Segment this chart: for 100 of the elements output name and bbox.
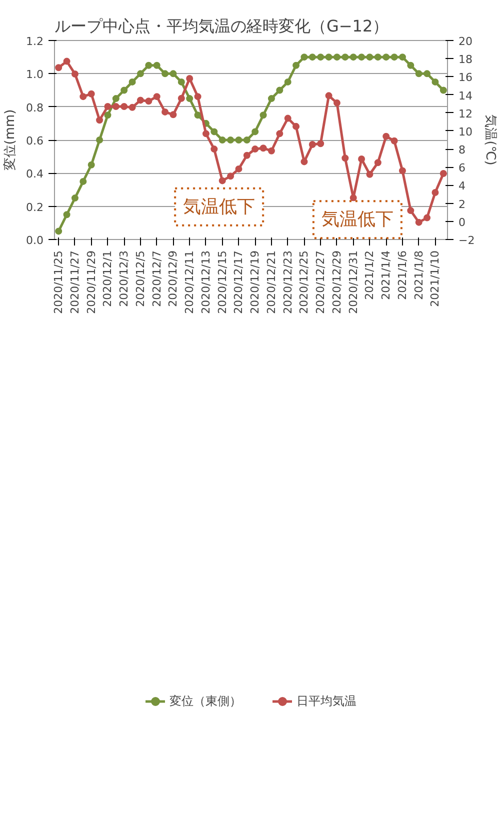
x-tick-label: 2020/12/5: [134, 250, 147, 307]
y-tick-label: 1.0: [26, 68, 44, 82]
x-tick-label: 2020/12/29: [330, 250, 344, 314]
point: [55, 64, 62, 72]
point: [252, 128, 259, 136]
point: [284, 114, 292, 122]
point: [71, 194, 78, 202]
point: [88, 90, 95, 98]
point: [136, 70, 144, 78]
x-tick-label: 2020/11/27: [68, 250, 82, 314]
y2-tick-label: 20: [458, 35, 472, 48]
point: [153, 93, 160, 100]
point: [260, 112, 267, 119]
point: [308, 54, 316, 61]
x-tick-label: 2020/11/29: [84, 250, 98, 314]
y2-tick-label: 0: [458, 216, 466, 229]
x-tick-label: 2020/12/15: [216, 250, 229, 314]
y-tick-label: 1.2: [26, 35, 44, 48]
y2-tick-label: 8: [458, 144, 466, 157]
point: [325, 54, 332, 61]
point: [276, 130, 284, 138]
point: [170, 111, 177, 118]
point: [382, 54, 390, 61]
point: [342, 154, 349, 162]
point: [96, 136, 104, 144]
y-tick-label: 0.8: [26, 101, 44, 114]
point: [284, 78, 292, 86]
point: [63, 211, 70, 218]
x-tick-label: 2020/12/11: [183, 250, 196, 314]
point: [194, 112, 202, 119]
y-tick-label: 0.2: [26, 200, 44, 214]
point: [80, 178, 87, 185]
point: [128, 78, 136, 86]
point: [292, 122, 300, 130]
x-tick-label: 2021/1/4: [380, 250, 393, 300]
y2-tick-label: 2: [458, 198, 466, 211]
point: [136, 96, 144, 104]
point: [333, 99, 340, 106]
point: [120, 86, 128, 94]
point: [407, 62, 414, 69]
point: [424, 214, 431, 222]
y2-tick-label: 18: [458, 53, 472, 66]
point: [440, 170, 447, 177]
point: [227, 136, 234, 144]
y-tick-label: 0.0: [26, 234, 44, 247]
point: [153, 62, 160, 69]
annotation: 気温低下: [183, 196, 256, 218]
point: [390, 137, 398, 144]
y2-tick-label: −2: [458, 234, 475, 247]
x-tick-label: 2020/12/19: [248, 250, 262, 314]
point: [432, 78, 439, 86]
point: [145, 98, 152, 105]
point: [300, 158, 308, 166]
point: [80, 93, 87, 100]
point: [366, 54, 374, 61]
point: [292, 62, 300, 69]
point: [71, 70, 78, 78]
legend-label: 日平均気温: [296, 692, 356, 710]
x-tick-label: 2020/11/25: [52, 250, 66, 314]
y2-tick-label: 10: [458, 125, 472, 138]
x-tick-label: 2020/12/9: [166, 250, 180, 307]
x-tick-label: 2021/1/2: [363, 250, 376, 300]
point: [382, 132, 390, 140]
point: [162, 70, 169, 78]
x-tick-label: 2021/1/8: [412, 250, 426, 300]
y2-tick-label: 16: [458, 71, 472, 84]
point: [120, 103, 128, 110]
point: [390, 54, 398, 61]
point: [218, 177, 226, 184]
point: [358, 156, 366, 162]
point: [268, 147, 275, 154]
point: [317, 54, 324, 61]
point: [398, 54, 406, 61]
point: [112, 103, 120, 110]
y-tick-label: 0.4: [26, 168, 44, 181]
point: [218, 136, 226, 144]
point: [374, 159, 382, 166]
point: [178, 94, 185, 102]
x-tick-label: 2020/12/21: [264, 250, 278, 314]
point: [55, 228, 62, 235]
y2-tick-label: 12: [458, 107, 472, 120]
point: [358, 54, 366, 61]
y-tick-label: 0.6: [26, 134, 44, 148]
point: [300, 54, 308, 61]
point: [243, 136, 250, 144]
point: [252, 146, 259, 153]
point: [235, 136, 242, 144]
x-tick-label: 2020/12/25: [298, 250, 311, 314]
x-tick-label: 2021/1/10: [428, 250, 442, 307]
point: [415, 70, 422, 78]
point: [235, 165, 242, 172]
x-tick-label: 2020/12/31: [346, 250, 360, 314]
point: [366, 170, 374, 178]
point: [104, 103, 112, 110]
point: [112, 95, 120, 102]
point: [350, 194, 357, 202]
point: [276, 86, 284, 94]
point: [398, 167, 406, 174]
point: [308, 141, 316, 148]
point: [374, 54, 382, 61]
